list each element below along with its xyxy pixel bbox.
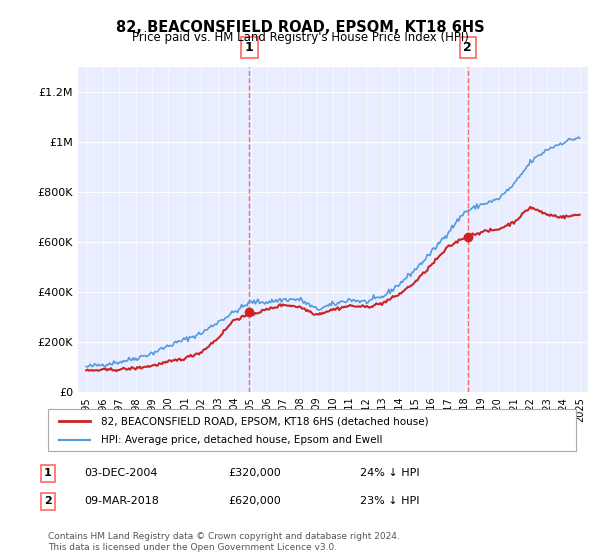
Text: 82, BEACONSFIELD ROAD, EPSOM, KT18 6HS (detached house): 82, BEACONSFIELD ROAD, EPSOM, KT18 6HS (… — [101, 417, 428, 426]
Text: 09-MAR-2018: 09-MAR-2018 — [84, 496, 159, 506]
Text: Price paid vs. HM Land Registry's House Price Index (HPI): Price paid vs. HM Land Registry's House … — [131, 31, 469, 44]
Text: 2: 2 — [463, 41, 472, 54]
Text: 1: 1 — [245, 41, 254, 54]
Text: 23% ↓ HPI: 23% ↓ HPI — [360, 496, 419, 506]
FancyBboxPatch shape — [48, 409, 576, 451]
Text: 1: 1 — [44, 468, 52, 478]
Text: 24% ↓ HPI: 24% ↓ HPI — [360, 468, 419, 478]
Text: £620,000: £620,000 — [228, 496, 281, 506]
Text: 82, BEACONSFIELD ROAD, EPSOM, KT18 6HS: 82, BEACONSFIELD ROAD, EPSOM, KT18 6HS — [116, 20, 484, 35]
Text: HPI: Average price, detached house, Epsom and Ewell: HPI: Average price, detached house, Epso… — [101, 435, 382, 445]
Text: £320,000: £320,000 — [228, 468, 281, 478]
Text: Contains HM Land Registry data © Crown copyright and database right 2024.
This d: Contains HM Land Registry data © Crown c… — [48, 532, 400, 552]
Text: 2: 2 — [44, 496, 52, 506]
Text: 03-DEC-2004: 03-DEC-2004 — [84, 468, 157, 478]
